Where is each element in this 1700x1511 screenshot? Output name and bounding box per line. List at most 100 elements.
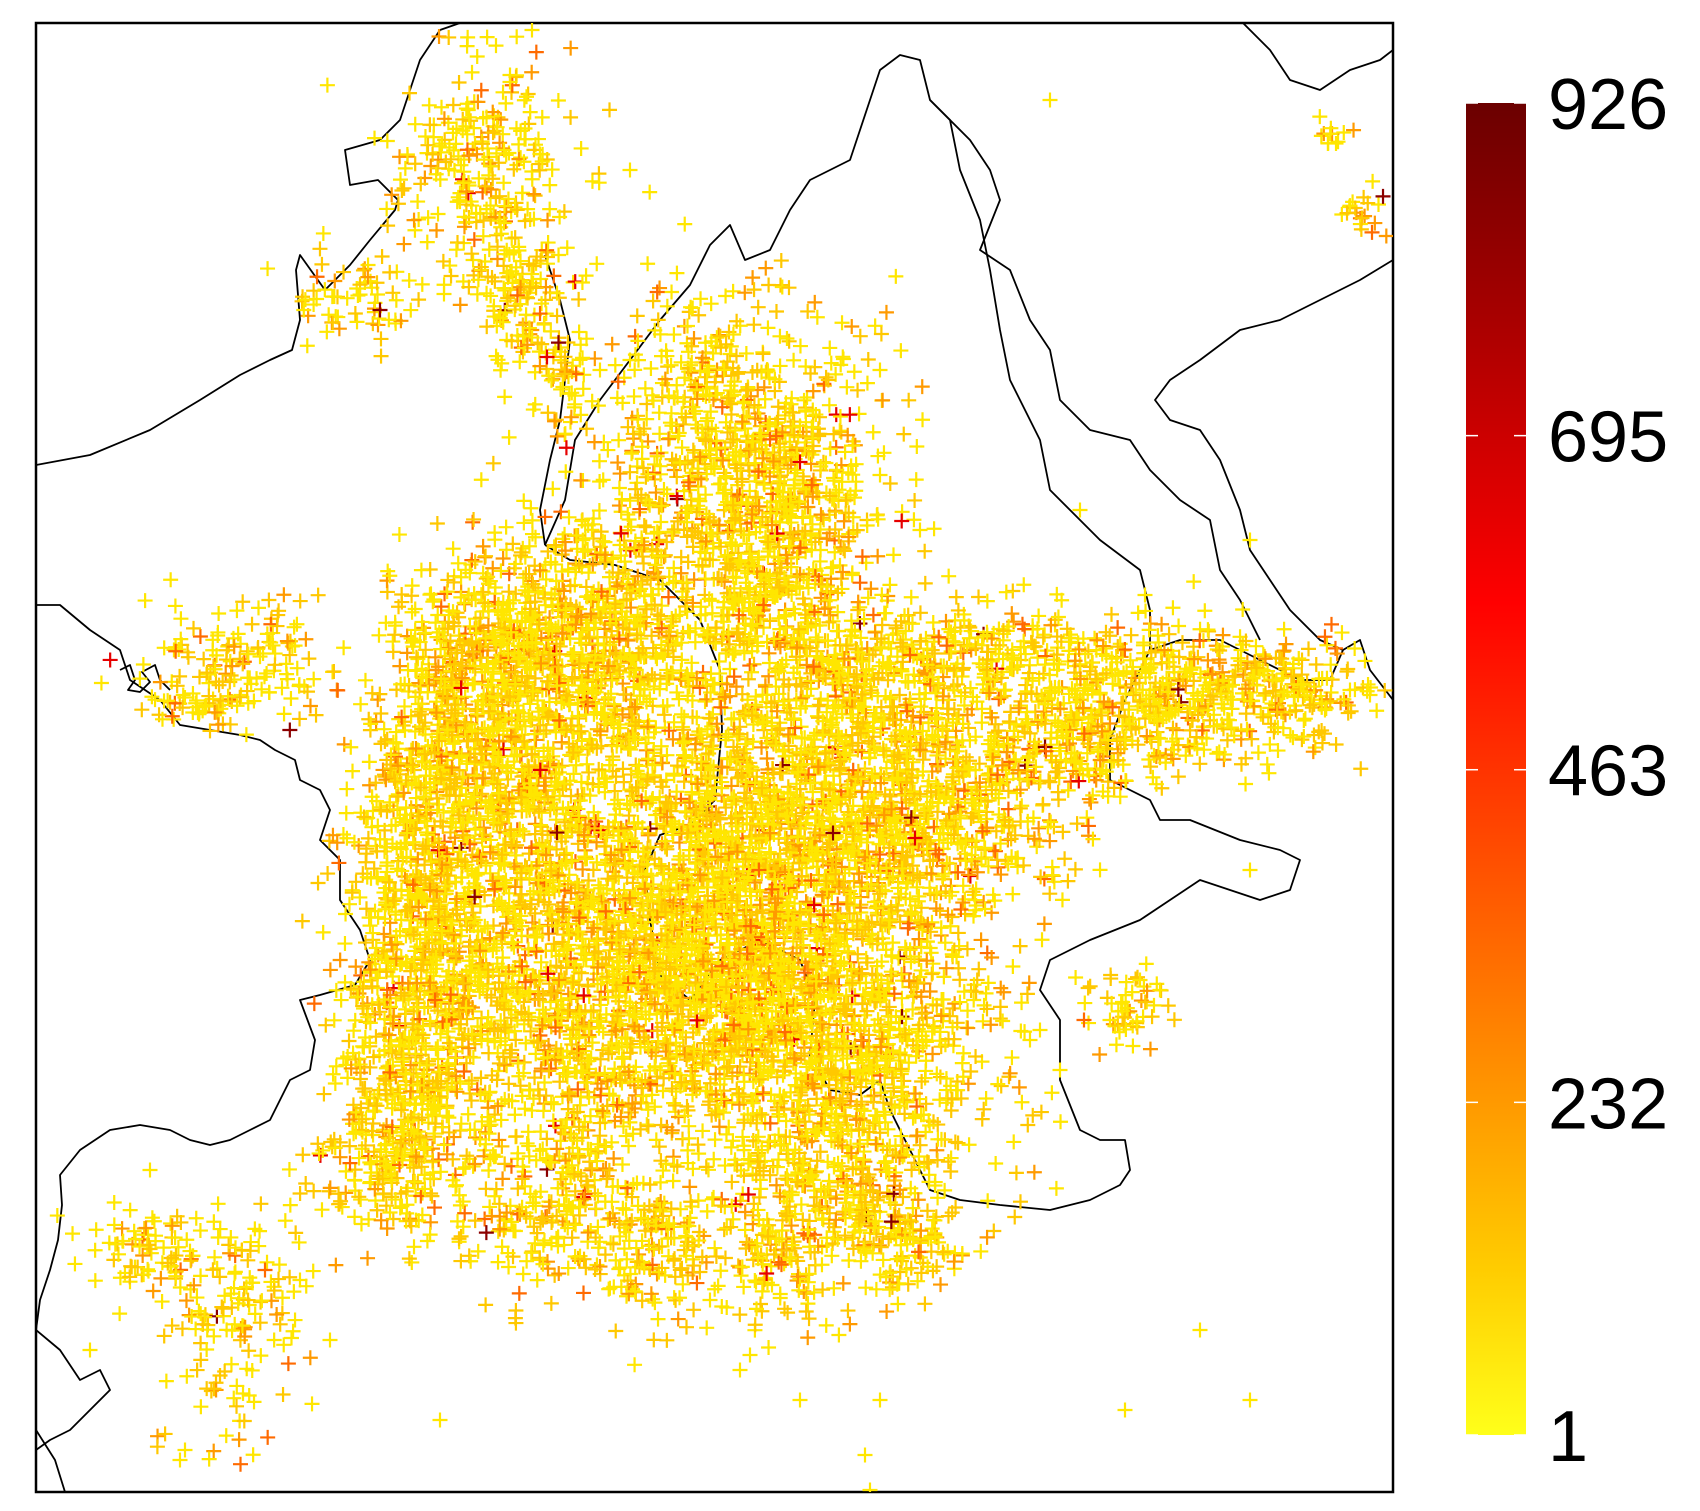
density-marker xyxy=(547,413,563,429)
density-markers xyxy=(49,23,1393,1492)
density-marker xyxy=(449,194,465,210)
density-marker xyxy=(403,302,419,318)
density-marker xyxy=(473,259,489,275)
density-marker xyxy=(443,268,459,284)
density-marker xyxy=(488,145,504,161)
density-marker xyxy=(463,194,479,210)
density-marker xyxy=(435,253,451,269)
density-marker xyxy=(527,188,543,204)
density-marker xyxy=(451,74,467,90)
density-marker xyxy=(509,29,525,45)
density-marker xyxy=(539,256,555,272)
density-marker xyxy=(591,175,607,191)
density-marker xyxy=(476,213,492,229)
density-marker xyxy=(469,49,485,65)
density-marker xyxy=(476,152,492,168)
density-marker xyxy=(517,213,533,229)
density-marker xyxy=(455,123,471,139)
density-marker xyxy=(536,317,552,333)
density-marker xyxy=(379,133,395,149)
density-marker xyxy=(464,246,480,262)
density-marker xyxy=(555,531,571,547)
density-marker xyxy=(488,348,504,364)
density-marker xyxy=(542,201,558,217)
density-marker xyxy=(459,38,475,54)
density-marker xyxy=(532,162,548,178)
density-marker xyxy=(432,138,448,154)
boundary-east-inner xyxy=(929,99,1261,641)
boundary-river-north xyxy=(539,254,571,546)
density-marker xyxy=(420,210,436,226)
density-marker xyxy=(463,113,479,129)
density-marker xyxy=(425,146,441,162)
density-marker xyxy=(407,116,423,132)
density-marker xyxy=(512,253,528,269)
density-marker xyxy=(384,187,400,203)
density-marker xyxy=(549,428,565,444)
density-marker xyxy=(516,154,532,170)
density-marker xyxy=(532,146,548,162)
density-marker xyxy=(574,274,590,290)
density-marker xyxy=(429,222,445,238)
density-marker xyxy=(458,184,474,200)
density-marker xyxy=(524,171,540,187)
density-marker xyxy=(563,409,579,425)
density-marker xyxy=(528,280,544,296)
density-marker xyxy=(563,40,579,56)
density-marker xyxy=(448,242,464,258)
density-marker xyxy=(470,94,486,110)
density-marker xyxy=(458,101,474,117)
density-marker xyxy=(413,176,429,192)
density-marker xyxy=(470,272,486,288)
density-marker xyxy=(528,44,544,60)
density-marker xyxy=(504,77,520,93)
boundary-north-west-coast xyxy=(36,23,461,466)
density-marker xyxy=(572,352,588,368)
density-marker xyxy=(549,308,565,324)
density-marker xyxy=(497,198,513,214)
density-marker xyxy=(421,97,437,113)
density-marker xyxy=(518,307,534,323)
density-marker xyxy=(542,177,558,193)
density-marker xyxy=(468,206,484,222)
density-marker xyxy=(520,86,536,102)
density-marker xyxy=(509,202,525,218)
density-marker xyxy=(518,289,534,305)
density-marker xyxy=(507,230,523,246)
density-marker xyxy=(512,296,528,312)
density-marker xyxy=(573,337,589,353)
density-marker xyxy=(584,173,600,189)
density-marker xyxy=(475,228,491,244)
density-marker xyxy=(511,136,527,152)
density-marker xyxy=(466,120,482,136)
density-marker xyxy=(475,110,491,126)
density-marker xyxy=(466,232,482,248)
density-marker xyxy=(367,130,383,146)
density-marker xyxy=(551,335,567,351)
density-marker xyxy=(482,158,498,174)
density-marker xyxy=(422,117,438,133)
density-marker xyxy=(396,236,412,252)
density-marker xyxy=(579,421,595,437)
density-marker xyxy=(445,97,461,113)
density-marker xyxy=(461,148,477,164)
density-marker xyxy=(589,256,605,272)
density-marker xyxy=(402,85,418,101)
density-marker xyxy=(559,240,575,256)
density-marker xyxy=(493,112,509,128)
density-marker xyxy=(486,108,502,124)
density-marker xyxy=(573,140,589,156)
density-marker xyxy=(521,256,537,272)
density-marker xyxy=(315,225,331,241)
density-marker xyxy=(491,213,507,229)
density-marker xyxy=(509,287,525,303)
density-marker xyxy=(477,178,493,194)
density-marker xyxy=(557,426,573,442)
density-marker xyxy=(550,93,566,109)
density-marker xyxy=(471,170,487,186)
density-marker xyxy=(514,185,530,201)
density-marker xyxy=(357,261,373,277)
density-marker xyxy=(488,38,504,54)
density-marker xyxy=(479,29,495,45)
density-marker xyxy=(430,206,446,222)
